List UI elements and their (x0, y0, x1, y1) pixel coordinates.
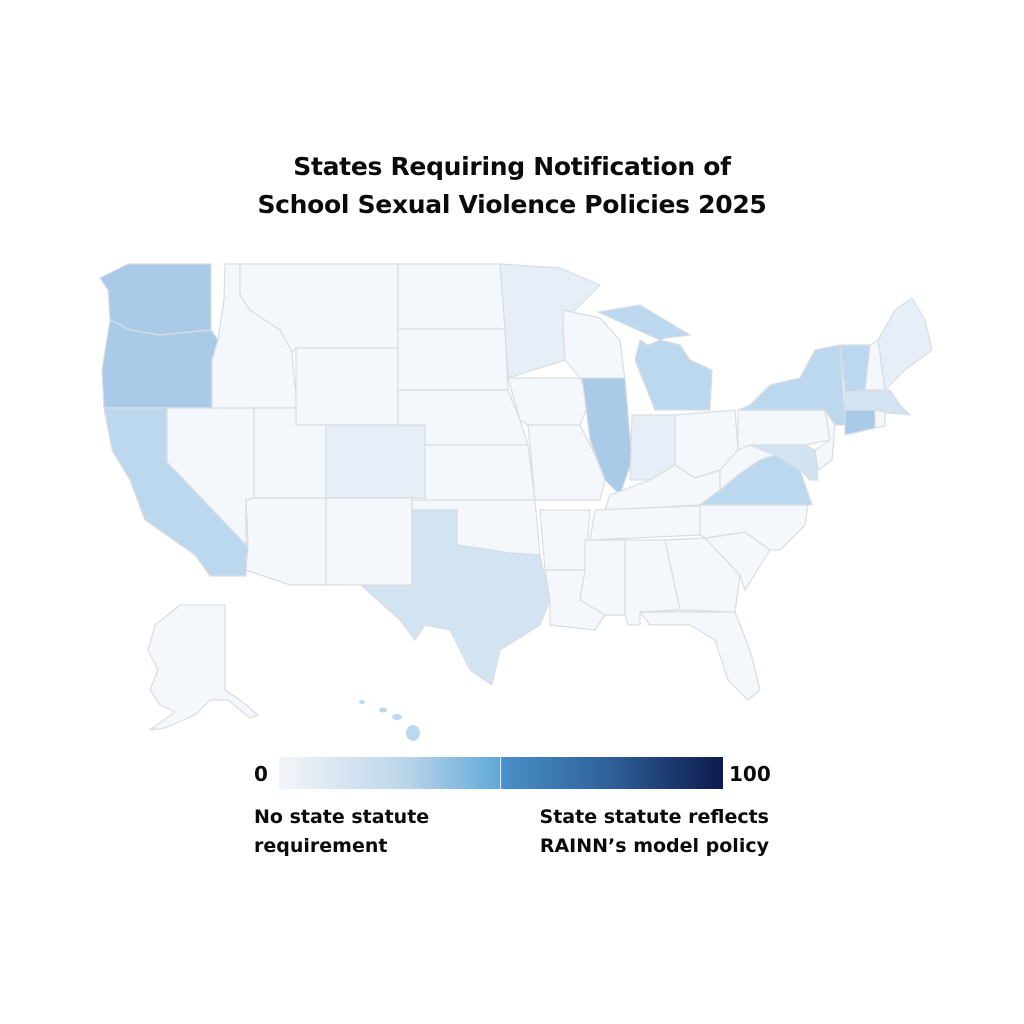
chart-title-line-2: School Sexual Violence Policies 2025 (257, 190, 767, 219)
legend-midpoint-divider (500, 757, 501, 789)
state-CT[interactable] (844, 409, 876, 436)
state-PA[interactable] (737, 409, 831, 451)
state-MI[interactable] (597, 304, 713, 411)
legend-low-line-1: No state statute (254, 806, 430, 828)
chart-title: States Requiring Notification of School … (0, 148, 1024, 224)
state-IA[interactable] (507, 377, 591, 426)
state-NM[interactable] (325, 497, 413, 586)
legend-high-description: State statute reflects RAINN’s model pol… (540, 803, 769, 861)
state-DE[interactable] (804, 444, 819, 481)
state-ME[interactable] (877, 297, 933, 391)
state-KS[interactable] (424, 444, 536, 501)
legend-high-line-2: RAINN’s model policy (539, 835, 769, 857)
legend-gradient-bar (279, 757, 723, 789)
state-GA[interactable] (664, 537, 741, 613)
chart-title-line-1: States Requiring Notification of (293, 152, 731, 181)
legend-low-line-2: requirement (254, 835, 388, 857)
state-RI[interactable] (874, 409, 886, 429)
state-HI[interactable] (359, 700, 420, 741)
state-FL[interactable] (639, 611, 761, 701)
state-AZ[interactable] (245, 497, 327, 586)
state-MS[interactable] (579, 539, 626, 616)
state-SD[interactable] (397, 328, 509, 391)
legend-min-label: 0 (254, 762, 268, 786)
state-WY[interactable] (295, 347, 399, 426)
state-IL[interactable] (581, 377, 633, 496)
legend-high-line-1: State statute reflects (539, 806, 769, 828)
legend-low-description: No state statute requirement (254, 803, 429, 861)
state-TX[interactable] (361, 509, 551, 686)
state-CO[interactable] (325, 424, 426, 499)
legend-max-label: 100 (729, 762, 771, 786)
state-ND[interactable] (397, 263, 506, 330)
state-AK[interactable] (147, 604, 259, 731)
state-AR[interactable] (539, 509, 591, 571)
